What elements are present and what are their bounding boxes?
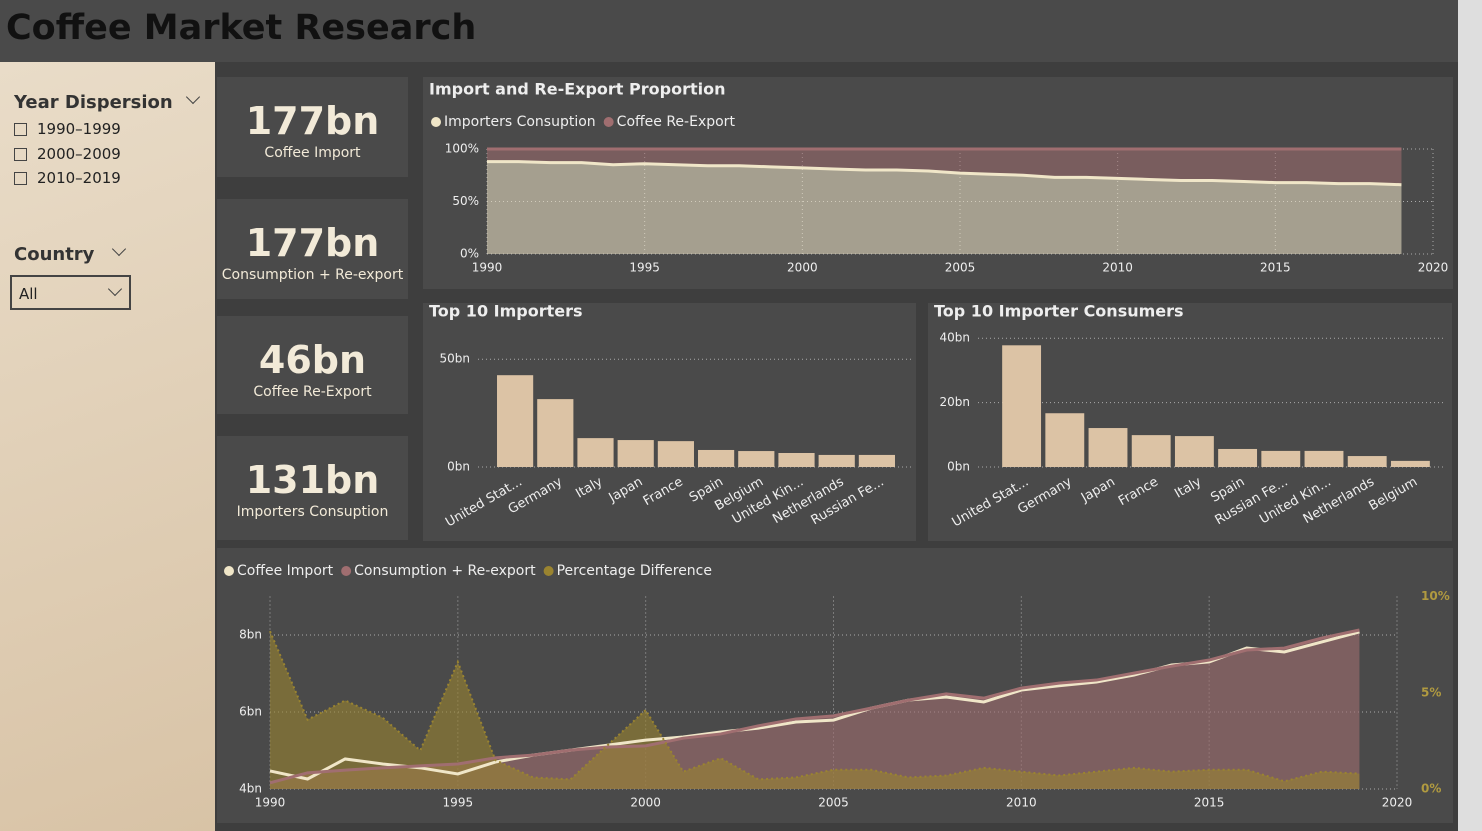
option: 2000–2009 (37, 145, 121, 163)
kpi-value: 46bn (258, 338, 367, 382)
checkbox[interactable]: 1990–1999 (14, 120, 121, 138)
kpi-card: 177bn Coffee Import (217, 77, 408, 177)
y-tick-label: 20bn (940, 395, 971, 409)
legend-marker (341, 566, 352, 576)
kpi-card: 131bn Importers Consuption (217, 436, 408, 540)
kpi-value: 177bn (245, 99, 380, 143)
bar (1347, 456, 1387, 467)
kpi-label: Importers Consuption (236, 504, 389, 520)
area (270, 629, 1360, 789)
legend-label: Importers Consuption (444, 114, 596, 130)
y-tick-label: 0bn (947, 460, 970, 474)
y2-tick-label: 5% (1421, 685, 1441, 699)
x-tick-label: 1990 (472, 261, 503, 275)
y2-tick-label: 0% (1421, 782, 1441, 796)
legend-marker (603, 117, 614, 127)
kpi-value: 177bn (245, 221, 380, 265)
x-tick-label: 2015 (1194, 796, 1225, 810)
dropdown-value: All (19, 285, 38, 303)
legend-label: Coffee Import (237, 563, 334, 579)
x-tick-label: 2010 (1102, 261, 1133, 275)
y-tick-label: 0% (460, 247, 479, 261)
line (487, 160, 1402, 187)
legend-label: Consumption + Re-export (354, 563, 536, 579)
bar (497, 375, 534, 467)
line (269, 630, 1360, 783)
bar (657, 441, 694, 467)
bar (778, 452, 815, 467)
y-tick-label: 100% (445, 142, 479, 156)
y-tick-label: 6bn (239, 705, 262, 719)
x-tick-label: 2020 (1382, 796, 1413, 810)
bar (1390, 460, 1430, 467)
y-tick-label: 8bn (239, 628, 262, 642)
y-tick-label: 50bn (440, 352, 471, 366)
bar (1088, 428, 1128, 467)
header: Coffee Market Research (0, 0, 1458, 62)
bar (1304, 450, 1344, 467)
x-tick-label: 2005 (818, 796, 849, 810)
x-tick-label: 2000 (630, 796, 661, 810)
kpi-label: Coffee Import (264, 145, 361, 161)
area (487, 161, 1402, 254)
legend-marker (543, 566, 554, 576)
y-tick-label: 50% (452, 194, 479, 208)
x-tick-label: 2000 (787, 261, 818, 275)
x-tick-label: 1995 (443, 796, 474, 810)
area (487, 149, 1402, 185)
checkbox[interactable]: 2010–2019 (14, 169, 121, 187)
collapse[interactable] (185, 89, 201, 105)
legend-marker (224, 566, 234, 576)
bar (617, 440, 654, 467)
legend-marker (431, 117, 441, 127)
x-tick-label: 2010 (1006, 796, 1037, 810)
bar (818, 454, 855, 467)
y2-tick-label: 10% (1421, 589, 1450, 603)
bar (1002, 345, 1042, 467)
kpi-card: 46bn Coffee Re-Export (217, 316, 408, 414)
option: 1990–1999 (37, 120, 121, 138)
bar (858, 454, 895, 467)
edge (1458, 0, 1482, 831)
legend-label: Percentage Difference (557, 563, 712, 579)
chart-title: Top 10 Importers (429, 302, 583, 321)
x-tick-label: 2005 (945, 261, 976, 275)
kpi-value: 131bn (245, 458, 380, 502)
checkbox[interactable]: 2000–2009 (14, 145, 121, 163)
area (270, 631, 1360, 789)
bar (1131, 435, 1171, 467)
y-tick-label: 0bn (447, 460, 470, 474)
bar (698, 449, 735, 467)
slicer-title: Country (14, 244, 95, 265)
kpi-label: Coffee Re-Export (253, 384, 372, 400)
collapse[interactable] (111, 241, 127, 257)
chart-title: Top 10 Importer Consumers (934, 302, 1184, 321)
bar (738, 451, 775, 467)
kpi-label: Consumption + Re-export (221, 267, 404, 283)
filter-pane: Year Dispersion 1990–1999 2000–2009 2010… (0, 62, 215, 831)
option: 2010–2019 (37, 169, 121, 187)
y-tick-label: 4bn (239, 782, 262, 796)
y-tick-label: 40bn (940, 331, 971, 345)
slicer-title: Year Dispersion (14, 92, 173, 113)
bar (537, 399, 574, 467)
bar (577, 438, 614, 467)
chart-title: Import and Re-Export Proportion (429, 80, 725, 99)
x-tick-label: 2020 (1418, 261, 1449, 275)
dropdown[interactable]: All (10, 275, 131, 310)
bar (1261, 450, 1301, 467)
bar (1174, 436, 1214, 467)
x-tick-label: 1995 (629, 261, 660, 275)
bar (1218, 448, 1258, 467)
page-title: Coffee Market Research (6, 8, 477, 48)
x-tick-label: 2015 (1260, 261, 1291, 275)
bar (1045, 413, 1085, 467)
x-tick-label: 1990 (255, 796, 286, 810)
legend-label: Coffee Re-Export (617, 114, 736, 130)
line (269, 628, 1360, 785)
kpi-card: 177bn Consumption + Re-export (217, 199, 408, 299)
